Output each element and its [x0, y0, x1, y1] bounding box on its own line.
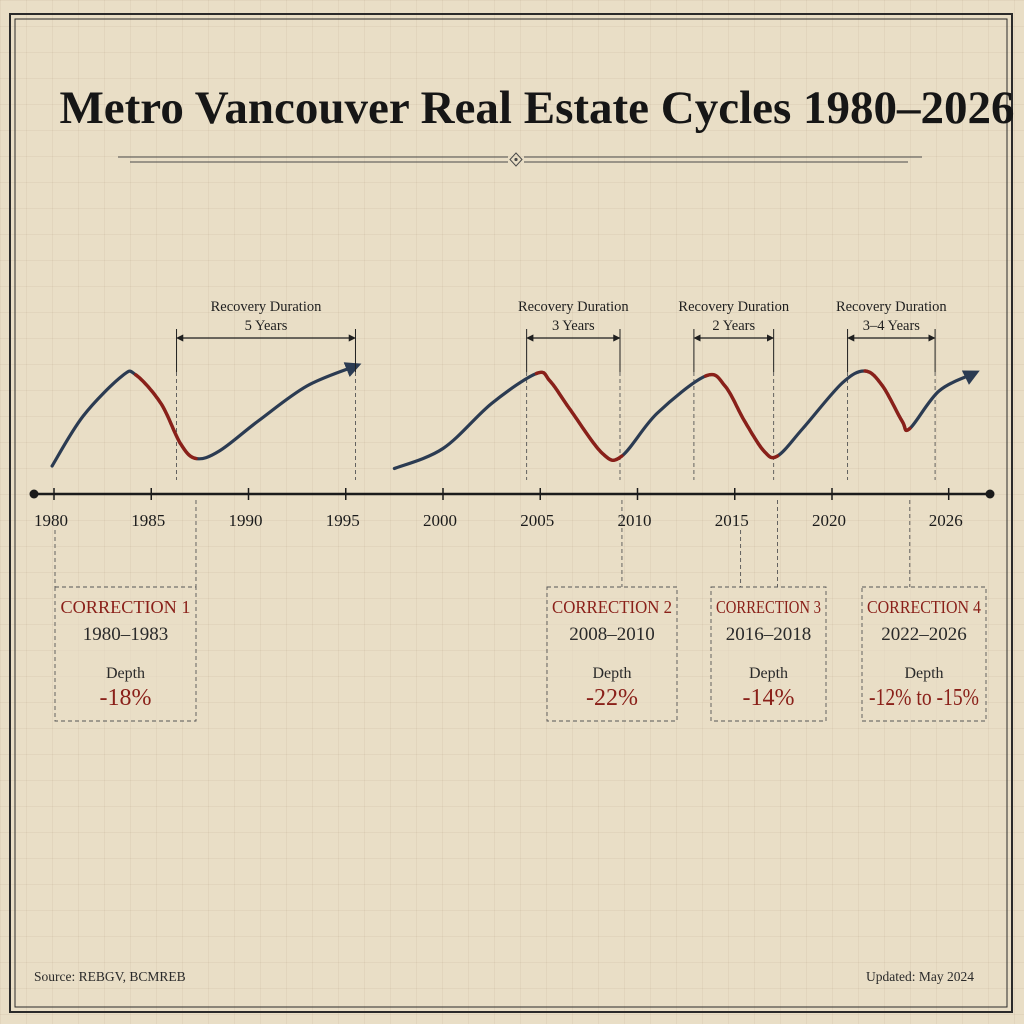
- depth-label: Depth: [749, 665, 788, 682]
- x-tick-label: 2000: [423, 511, 457, 530]
- depth-label: Depth: [106, 665, 145, 682]
- correction-box: CORRECTION 2 2008–2010 Depth -22%: [546, 586, 678, 722]
- depth-label: Depth: [904, 665, 943, 682]
- chart-title: Metro Vancouver Real Estate Cycles 1980–…: [59, 82, 1014, 134]
- recovery-annotation: Recovery Duration 2 Years: [678, 299, 790, 372]
- depth-value: -12% to -15%: [869, 685, 979, 711]
- correction-box-frame: [54, 586, 197, 722]
- recovery-annotation: Recovery Duration 3–4 Years: [836, 299, 947, 372]
- recovery-duration: 3 Years: [552, 318, 595, 334]
- correction-years: 2016–2018: [726, 624, 812, 645]
- x-tick-label: 2015: [715, 511, 749, 530]
- correction-box: CORRECTION 1 1980–1983 Depth -18%: [54, 586, 197, 722]
- correction-boxes: CORRECTION 11980–1983Depth-18%CORRECTION…: [54, 586, 987, 722]
- x-tick-label: 1990: [229, 511, 263, 530]
- x-tick-label: 2010: [618, 511, 652, 530]
- title-ornament: [118, 152, 922, 167]
- recovery-duration: 5 Years: [245, 318, 288, 334]
- updated-note: Updated: May 2024: [866, 969, 974, 984]
- series-lines: [50, 362, 980, 471]
- recovery-annotation: Recovery Duration 3 Years: [518, 299, 629, 372]
- recovery-annotation: Recovery Duration 5 Years: [176, 299, 356, 372]
- recovery-title: Recovery Duration: [836, 299, 947, 315]
- correction-box-frame: [546, 586, 678, 722]
- x-axis: 1980 1985 1990 1995 2000 2005 2010 2015 2020 2026: [29, 488, 995, 530]
- correction-box-frame: [710, 586, 827, 722]
- correction-box: CORRECTION 3 2016–2018 Depth -14%: [710, 586, 827, 722]
- depth-value: -14%: [743, 685, 795, 711]
- recovery-title: Recovery Duration: [678, 299, 789, 315]
- guide-lines: [54, 372, 936, 587]
- x-tick-label: 2026: [929, 511, 963, 530]
- correction-box-frame: [861, 586, 987, 722]
- x-tick-label: 2005: [520, 511, 554, 530]
- series-line: [392, 369, 980, 471]
- correction-title: CORRECTION 2: [552, 597, 672, 617]
- source-note: Source: REBGV, BCMREB: [34, 969, 186, 984]
- recovery-duration: 2 Years: [712, 318, 755, 334]
- recovery-title: Recovery Duration: [211, 299, 322, 315]
- correction-segment: [534, 370, 624, 462]
- inner-frame: [14, 18, 1008, 1008]
- axis-end-dot: [985, 489, 995, 499]
- correction-segment: [863, 369, 912, 433]
- correction-box: CORRECTION 4 2022–2026 Depth -12% to -15%: [861, 586, 987, 722]
- x-tick-label: 1985: [131, 511, 165, 530]
- x-tick-label: 1995: [326, 511, 360, 530]
- correction-years: 2008–2010: [569, 624, 655, 645]
- correction-segment: [703, 372, 780, 460]
- recovery-title: Recovery Duration: [518, 299, 629, 315]
- outer-frame: [9, 13, 1013, 1013]
- correction-title: CORRECTION 1: [61, 597, 191, 617]
- axis-start-dot: [29, 489, 39, 499]
- x-tick-label: 2020: [812, 511, 846, 530]
- x-tick-label: 1980: [34, 511, 68, 530]
- depth-value: -22%: [586, 685, 638, 711]
- correction-years: 2022–2026: [881, 624, 967, 645]
- recovery-duration: 3–4 Years: [863, 318, 921, 334]
- correction-title: CORRECTION 3: [716, 597, 821, 617]
- depth-value: -18%: [100, 685, 152, 711]
- depth-label: Depth: [592, 665, 631, 682]
- correction-title: CORRECTION 4: [867, 597, 981, 617]
- correction-segment: [134, 373, 198, 461]
- correction-years: 1980–1983: [83, 624, 169, 645]
- series-line: [50, 362, 362, 468]
